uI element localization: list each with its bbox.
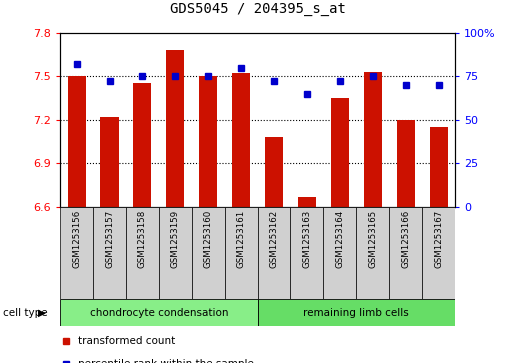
Text: GDS5045 / 204395_s_at: GDS5045 / 204395_s_at [169, 2, 346, 16]
Bar [199, 76, 217, 207]
Bar [100, 117, 119, 207]
Bar [323, 207, 356, 299]
Text: GSM1253156: GSM1253156 [72, 210, 81, 268]
Text: GSM1253163: GSM1253163 [302, 210, 311, 268]
Bar [60, 207, 93, 299]
Bar [60, 299, 257, 326]
Bar [126, 207, 159, 299]
Text: GSM1253157: GSM1253157 [105, 210, 114, 268]
Bar [225, 207, 257, 299]
Text: ▶: ▶ [38, 307, 46, 318]
Bar [192, 207, 225, 299]
Text: GSM1253167: GSM1253167 [434, 210, 443, 268]
Bar [290, 207, 323, 299]
Bar [396, 120, 415, 207]
Text: GSM1253165: GSM1253165 [368, 210, 377, 268]
Text: GSM1253166: GSM1253166 [401, 210, 410, 268]
Bar [331, 98, 349, 207]
Text: remaining limb cells: remaining limb cells [303, 307, 409, 318]
Text: cell type: cell type [3, 307, 47, 318]
Bar [257, 207, 290, 299]
Bar [422, 207, 455, 299]
Text: GSM1253161: GSM1253161 [236, 210, 246, 268]
Text: chondrocyte condensation: chondrocyte condensation [89, 307, 228, 318]
Bar [133, 83, 152, 207]
Text: GSM1253158: GSM1253158 [138, 210, 147, 268]
Bar [356, 207, 389, 299]
Bar [298, 197, 316, 207]
Text: GSM1253164: GSM1253164 [335, 210, 344, 268]
Text: GSM1253162: GSM1253162 [269, 210, 279, 268]
Bar [429, 127, 448, 207]
Bar [67, 76, 86, 207]
Bar [257, 299, 455, 326]
Bar [232, 73, 250, 207]
Bar [363, 72, 382, 207]
Bar [93, 207, 126, 299]
Text: transformed count: transformed count [78, 336, 175, 346]
Text: percentile rank within the sample: percentile rank within the sample [78, 359, 254, 363]
Bar [389, 207, 422, 299]
Text: GSM1253160: GSM1253160 [204, 210, 213, 268]
Bar [265, 137, 283, 207]
Bar [166, 50, 185, 207]
Bar [159, 207, 192, 299]
Text: GSM1253159: GSM1253159 [171, 210, 180, 268]
